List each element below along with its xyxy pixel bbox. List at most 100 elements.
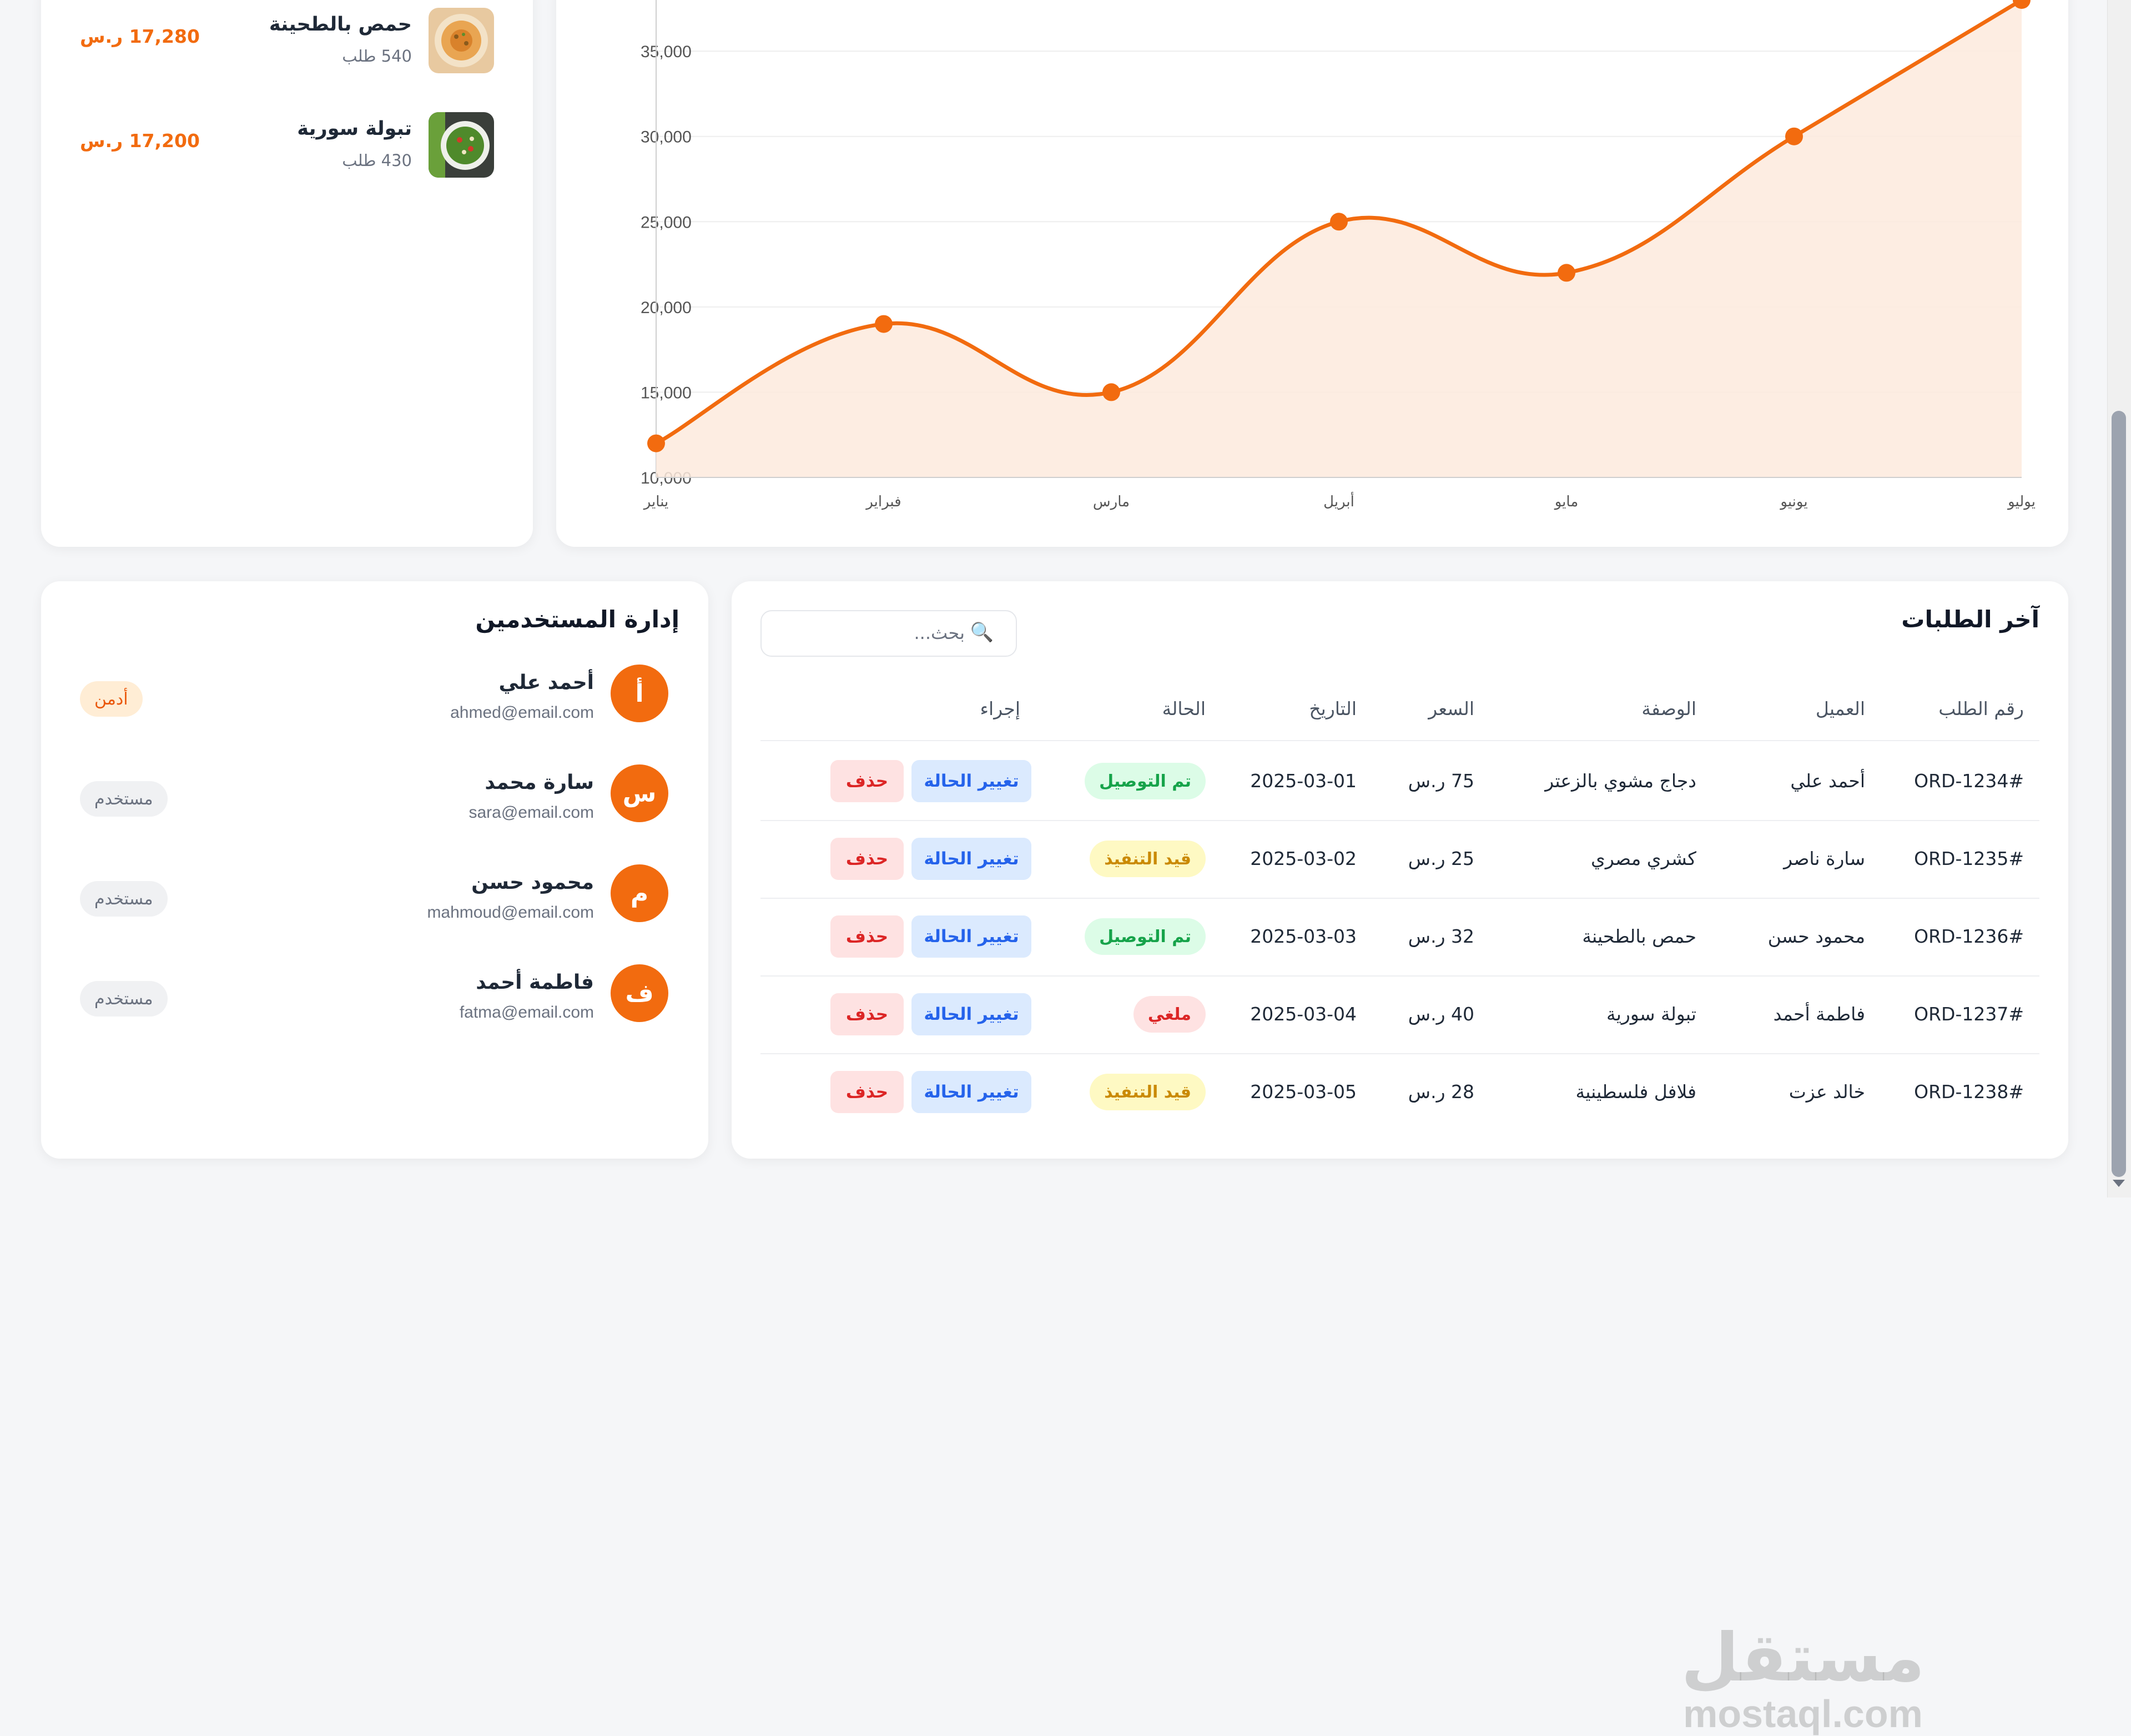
y-tick-label: 30,000 [641,128,692,147]
data-point[interactable] [1785,127,1803,145]
change-status-button[interactable]: تغيير الحالة [911,1071,1031,1113]
user-row[interactable]: أ أحمد علي ahmed@email.com أدمن [41,665,708,731]
col-header-order-id: رقم الطلب [1938,698,2024,719]
x-tick-label: فبراير [865,494,901,510]
order-date: 2025-03-02 [1250,848,1357,869]
product-revenue: 17,280 ر.س [80,26,200,47]
col-header-description: الوصفة [1641,698,1696,719]
data-point[interactable] [1102,383,1120,401]
data-point[interactable] [2013,0,2031,9]
status-badge: قيد التنفيذ [1090,1074,1206,1110]
user-row[interactable]: س سارة محمد sara@email.com مستخدم [41,764,708,831]
order-id: ORD-1235# [1914,848,2024,869]
order-customer: أحمد علي [1790,770,1865,792]
scrollbar-thumb[interactable] [2112,411,2126,1177]
search-icon: 🔍 [970,621,994,643]
x-tick-label: مارس [1093,494,1130,510]
product-row[interactable]: حمص بالطحينة 540 طلب 17,280 ر.س [41,8,533,74]
col-header-price: السعر [1428,698,1474,719]
change-status-button[interactable]: تغيير الحالة [911,838,1031,880]
data-point[interactable] [875,315,893,333]
users-management-card: إدارة المستخدمين أ أحمد علي ahmed@email.co… [41,581,708,1159]
col-header-action: إجراء [980,698,1020,719]
recent-orders-card: آخر الطلبات 🔍 رقم الطلب العميل الوصفة ال… [732,581,2068,1735]
user-name: أحمد علي [498,671,594,694]
col-header-status: الحالة [1162,698,1206,719]
order-description: كشري مصري [1590,848,1696,869]
watermark-arabic: مستقل [1681,1619,1925,1697]
hummus-dish-image [429,8,494,73]
col-header-customer: العميل [1815,698,1865,719]
search-input[interactable] [780,617,966,649]
order-date: 2025-03-03 [1250,925,1357,947]
row-divider [760,898,2039,899]
table-header-divider [760,740,2039,741]
order-date: 2025-03-04 [1250,1003,1357,1025]
order-date: 2025-03-01 [1250,770,1357,792]
order-date: 2025-03-05 [1250,1081,1357,1103]
row-divider [760,975,2039,977]
delete-order-button[interactable]: حذف [830,838,904,880]
delete-order-button[interactable]: حذف [830,915,904,958]
user-name: محمود حسن [471,871,594,894]
order-id: ORD-1238# [1914,1081,2024,1103]
avatar: أ [611,665,668,722]
change-status-button[interactable]: تغيير الحالة [911,993,1031,1035]
role-badge: مستخدم [80,981,168,1017]
data-point[interactable] [1330,213,1348,231]
watermark-latin: mostaql.com [1683,1692,1923,1735]
user-row[interactable]: ف فاطمة أحمد fatma@email.com مستخدم [41,964,708,1031]
sales-line-chart: 10,00015,00020,00025,00030,00035,000يناي… [641,0,2036,510]
delete-order-button[interactable]: حذف [830,993,904,1035]
status-badge: ملغي [1133,996,1206,1033]
delete-order-button[interactable]: حذف [830,760,904,802]
status-badge: تم التوصيل [1085,918,1206,955]
product-order-count: 540 طلب [342,47,412,66]
y-tick-label: 20,000 [641,299,692,317]
product-name: تبولة سورية [297,118,412,140]
order-customer: محمود حسن [1767,925,1865,947]
tabbouleh-salad-image [429,112,494,178]
chart-plot-area [647,0,2031,477]
product-revenue: 17,200 ر.س [80,130,200,152]
product-name: حمص بالطحينة [269,13,412,36]
user-email: mahmoud@email.com [427,903,594,922]
status-badge: قيد التنفيذ [1090,841,1206,877]
order-description: فلافل فلسطينية [1575,1081,1697,1103]
x-tick-label: يناير [643,494,669,510]
product-row[interactable]: تبولة سورية 430 طلب 17,200 ر.س [41,112,533,179]
y-tick-label: 15,000 [641,384,692,402]
user-row[interactable]: م محمود حسن mahmoud@email.com مستخدم [41,864,708,931]
order-id: ORD-1234# [1914,770,2024,792]
order-customer: خالد عزت [1789,1081,1865,1103]
y-tick-label: 25,000 [641,213,692,232]
user-email: ahmed@email.com [450,703,594,722]
x-tick-label: يونيو [1779,494,1807,510]
avatar: ف [611,964,668,1022]
user-email: sara@email.com [468,803,594,822]
data-point[interactable] [647,434,665,452]
change-status-button[interactable]: تغيير الحالة [911,760,1031,802]
user-name: فاطمة أحمد [476,971,594,994]
order-id: ORD-1236# [1914,925,2024,947]
col-header-date: التاريخ [1309,698,1357,719]
search-box[interactable]: 🔍 [760,610,1017,657]
x-tick-label: مايو [1554,494,1579,510]
order-customer: فاطمة أحمد [1773,1003,1865,1025]
top-products-card: حمص بالطحينة 540 طلب 17,280 ر.س تبولة سو… [41,0,533,547]
order-price: 32 ر.س [1408,925,1474,947]
data-point[interactable] [1558,264,1575,282]
role-badge: مستخدم [80,781,168,817]
orders-card-title: آخر الطلبات [1901,606,2039,633]
row-divider [760,820,2039,821]
delete-order-button[interactable]: حذف [830,1071,904,1113]
watermark-logo: مستقل mostaql.com [1664,1625,1942,1736]
change-status-button[interactable]: تغيير الحالة [911,915,1031,958]
scroll-down-arrow-icon[interactable] [2113,1180,2125,1187]
users-card-title: إدارة المستخدمين [475,606,679,633]
y-tick-label: 35,000 [641,43,692,61]
row-divider [760,1053,2039,1054]
role-badge: أدمن [80,681,143,717]
x-tick-label: يوليو [2007,494,2036,510]
order-description: حمص بالطحينة [1582,925,1696,947]
